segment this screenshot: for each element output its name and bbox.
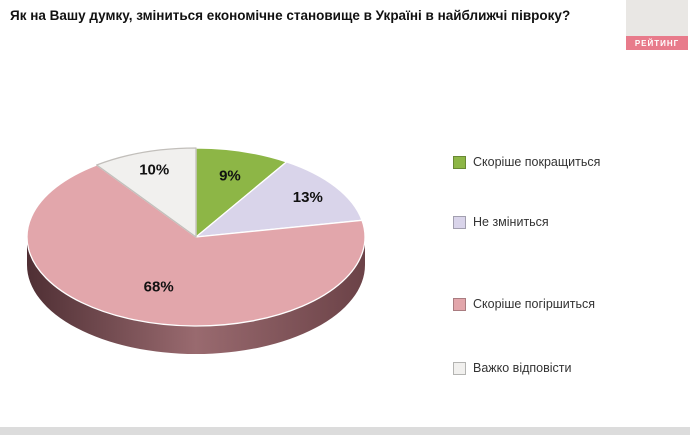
pie-slice-0 — [195, 147, 288, 238]
pie-slice-2 — [26, 164, 366, 327]
legend-item-hard-to-answer: Важко відповісти — [453, 361, 683, 375]
slice-label-3: 10% — [139, 161, 169, 178]
legend-label-hard-to-answer: Важко відповісти — [473, 361, 572, 375]
slice-label-1: 13% — [293, 189, 323, 206]
legend-label-improve: Скоріше покращиться — [473, 155, 601, 169]
legend-swatch-worsen — [453, 297, 466, 311]
legend-item-improve: Скоріше покращиться — [453, 155, 683, 169]
legend-swatch-hard-to-answer — [453, 361, 466, 375]
slice-label-2: 68% — [144, 279, 174, 296]
legend-swatch-improve — [453, 155, 466, 169]
legend-swatch-no-change — [453, 215, 466, 229]
pie-chart: 9% 13% 68% 10% — [26, 147, 366, 354]
pie-slice-1 — [195, 161, 363, 238]
bottom-strip — [0, 427, 690, 435]
pie-side-2 — [27, 237, 365, 354]
rating-logo-text: РЕЙТИНГ — [626, 36, 688, 50]
chart-title: Як на Вашу думку, зміниться економічне с… — [10, 8, 571, 23]
legend-label-worsen: Скоріше погіршиться — [473, 297, 596, 311]
rating-logo: РЕЙТИНГ — [626, 0, 688, 50]
legend-item-no-change: Не зміниться — [453, 215, 683, 229]
pie-slice-3 — [96, 147, 197, 238]
slice-label-0: 9% — [219, 167, 241, 184]
legend-item-worsen: Скоріше погіршиться — [453, 297, 683, 311]
chart-legend: Скоріше покращиться Не зміниться Скоріше… — [453, 155, 683, 375]
legend-label-no-change: Не зміниться — [473, 215, 549, 229]
